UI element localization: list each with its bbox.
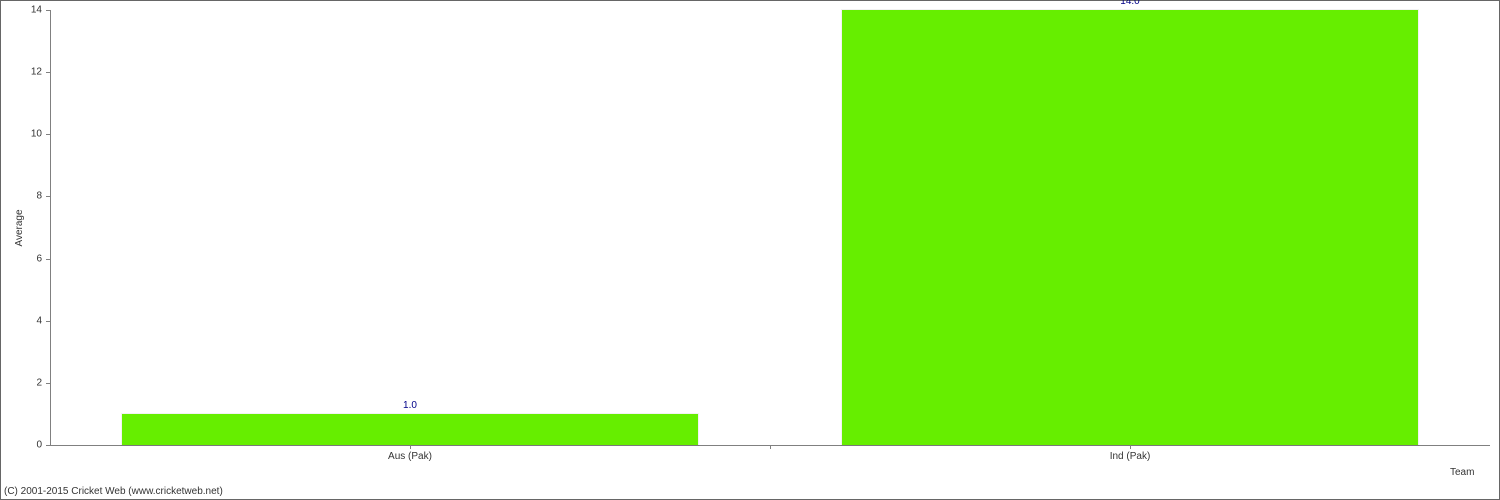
y-tick-mark [46, 134, 50, 135]
bar-chart: Average Team (C) 2001-2015 Cricket Web (… [0, 0, 1500, 500]
y-tick-label: 2 [0, 377, 42, 388]
y-tick-mark [46, 383, 50, 384]
y-tick-label: 6 [0, 253, 42, 264]
y-tick-mark [46, 196, 50, 197]
y-tick-label: 8 [0, 191, 42, 202]
x-tick-mark [1130, 445, 1131, 449]
y-tick-mark [46, 321, 50, 322]
x-tick-mark [770, 445, 771, 449]
x-tick-mark [410, 445, 411, 449]
y-tick-label: 12 [0, 67, 42, 78]
y-tick-mark [46, 10, 50, 11]
bar-value-label: 1.0 [403, 400, 417, 411]
y-axis-title: Average [14, 203, 25, 253]
copyright-text: (C) 2001-2015 Cricket Web (www.cricketwe… [4, 486, 223, 497]
x-tick-label: Ind (Pak) [1110, 451, 1151, 462]
x-axis-title-text: Team [1450, 467, 1474, 478]
y-tick-label: 10 [0, 129, 42, 140]
y-axis-line [50, 10, 51, 445]
y-tick-mark [46, 259, 50, 260]
copyright-label: (C) 2001-2015 Cricket Web (www.cricketwe… [4, 486, 223, 497]
y-tick-label: 0 [0, 440, 42, 451]
y-axis-title-text: Average [14, 209, 25, 246]
bar [122, 414, 698, 445]
y-tick-label: 14 [0, 5, 42, 16]
y-tick-mark [46, 445, 50, 446]
x-tick-label: Aus (Pak) [388, 451, 432, 462]
bar [842, 10, 1418, 445]
y-tick-label: 4 [0, 315, 42, 326]
x-axis-title: Team [1450, 467, 1474, 478]
y-tick-mark [46, 72, 50, 73]
bar-value-label: 14.0 [1120, 0, 1139, 7]
